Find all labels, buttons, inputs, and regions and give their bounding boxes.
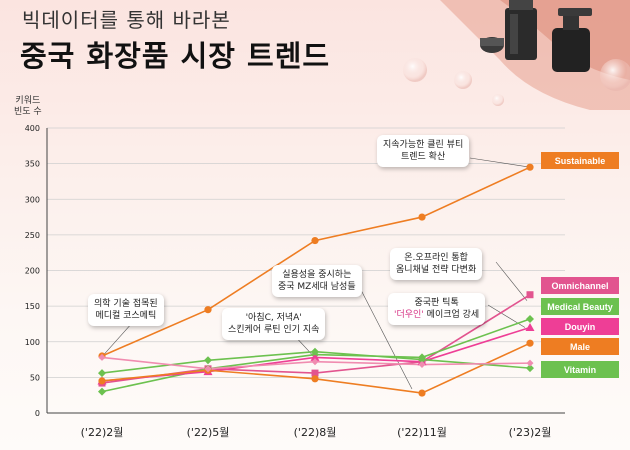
data-point-douyin — [310, 352, 320, 361]
data-point-unlabeled — [526, 359, 534, 367]
annotation-male: 실용성을 중시하는 중국 MZ세대 남성들 — [272, 265, 362, 297]
data-point-douyin — [525, 323, 535, 331]
legend-vitamin: Vitamin — [541, 361, 619, 378]
y-tick-label: 350 — [25, 160, 40, 169]
annotation-medical: 의학 기술 접목된 메디컬 코스메틱 — [88, 294, 164, 326]
header: 빅데이터를 통해 바라본 중국 화장품 시장 트렌드 — [0, 0, 630, 110]
data-point-medical-beauty — [98, 387, 106, 396]
y-tick-label: 100 — [25, 338, 40, 347]
annotation-omnichannel: 온.오프라인 통합 옴니채널 전략 다변화 — [390, 248, 483, 280]
legend-medical-beauty: Medical Beauty — [541, 298, 619, 315]
y-tick-label: 250 — [25, 231, 40, 240]
x-tick-label: ('22)11월 — [397, 426, 447, 439]
annotation-vitamin: '아침C, 저녁A' 스킨케어 루틴 인기 지속 — [222, 308, 326, 340]
data-point-male — [418, 389, 426, 397]
x-tick-label: ('23)2월 — [509, 426, 552, 439]
x-tick-label: ('22)5월 — [187, 426, 230, 439]
y-tick-label: 150 — [25, 302, 40, 311]
legend-douyin: Douyin — [541, 318, 619, 335]
data-point-sustainable — [418, 213, 426, 221]
annotation-connector — [469, 157, 531, 168]
legend-omnichannel: Omnichannel — [541, 277, 619, 294]
y-tick-label: 300 — [25, 195, 40, 204]
data-point-male — [98, 377, 106, 385]
y-tick-label: 0 — [35, 409, 40, 418]
data-point-unlabeled — [311, 358, 319, 366]
annotation-douyin: 중국판 틱톡 '더우인' 메이크업 강세 — [388, 293, 486, 325]
legend-sustainable: Sustainable — [541, 152, 619, 169]
data-point-vitamin — [98, 369, 106, 378]
data-point-vitamin — [418, 355, 426, 364]
data-point-male — [311, 375, 319, 383]
cosmetics-decoration-image — [403, 0, 630, 110]
data-point-unlabeled — [98, 353, 106, 361]
data-point-male — [526, 339, 534, 347]
annotation-connector — [359, 287, 413, 390]
legend-male: Male — [541, 338, 619, 355]
annotation-connector — [495, 261, 528, 301]
y-tick-label: 400 — [25, 124, 40, 133]
data-point-vitamin — [204, 356, 212, 365]
y-tick-label: 50 — [30, 373, 40, 382]
y-tick-label: 200 — [25, 267, 40, 276]
chart-title: 중국 화장품 시장 트렌드 — [20, 39, 331, 73]
data-point-vitamin — [311, 347, 319, 356]
annotation-sustainable: 지속가능한 클린 뷰티 트렌드 확산 — [377, 135, 470, 167]
data-point-medical-beauty — [526, 314, 534, 323]
data-point-sustainable — [204, 306, 212, 314]
x-tick-label: ('22)2월 — [81, 426, 124, 439]
data-point-vitamin — [526, 364, 534, 373]
y-axis-label: 키워드 빈도 수 — [14, 96, 42, 117]
data-point-sustainable — [311, 236, 319, 245]
chart-subtitle: 빅데이터를 통해 바라본 — [22, 8, 231, 32]
data-point-unlabeled — [204, 365, 212, 373]
data-point-unlabeled — [418, 361, 426, 369]
douyin-highlight: '더우인' — [394, 310, 424, 320]
data-point-omnichannel — [311, 369, 319, 377]
data-point-sustainable — [526, 163, 534, 171]
data-point-omnichannel — [526, 291, 534, 299]
x-tick-label: ('22)8월 — [294, 426, 337, 439]
